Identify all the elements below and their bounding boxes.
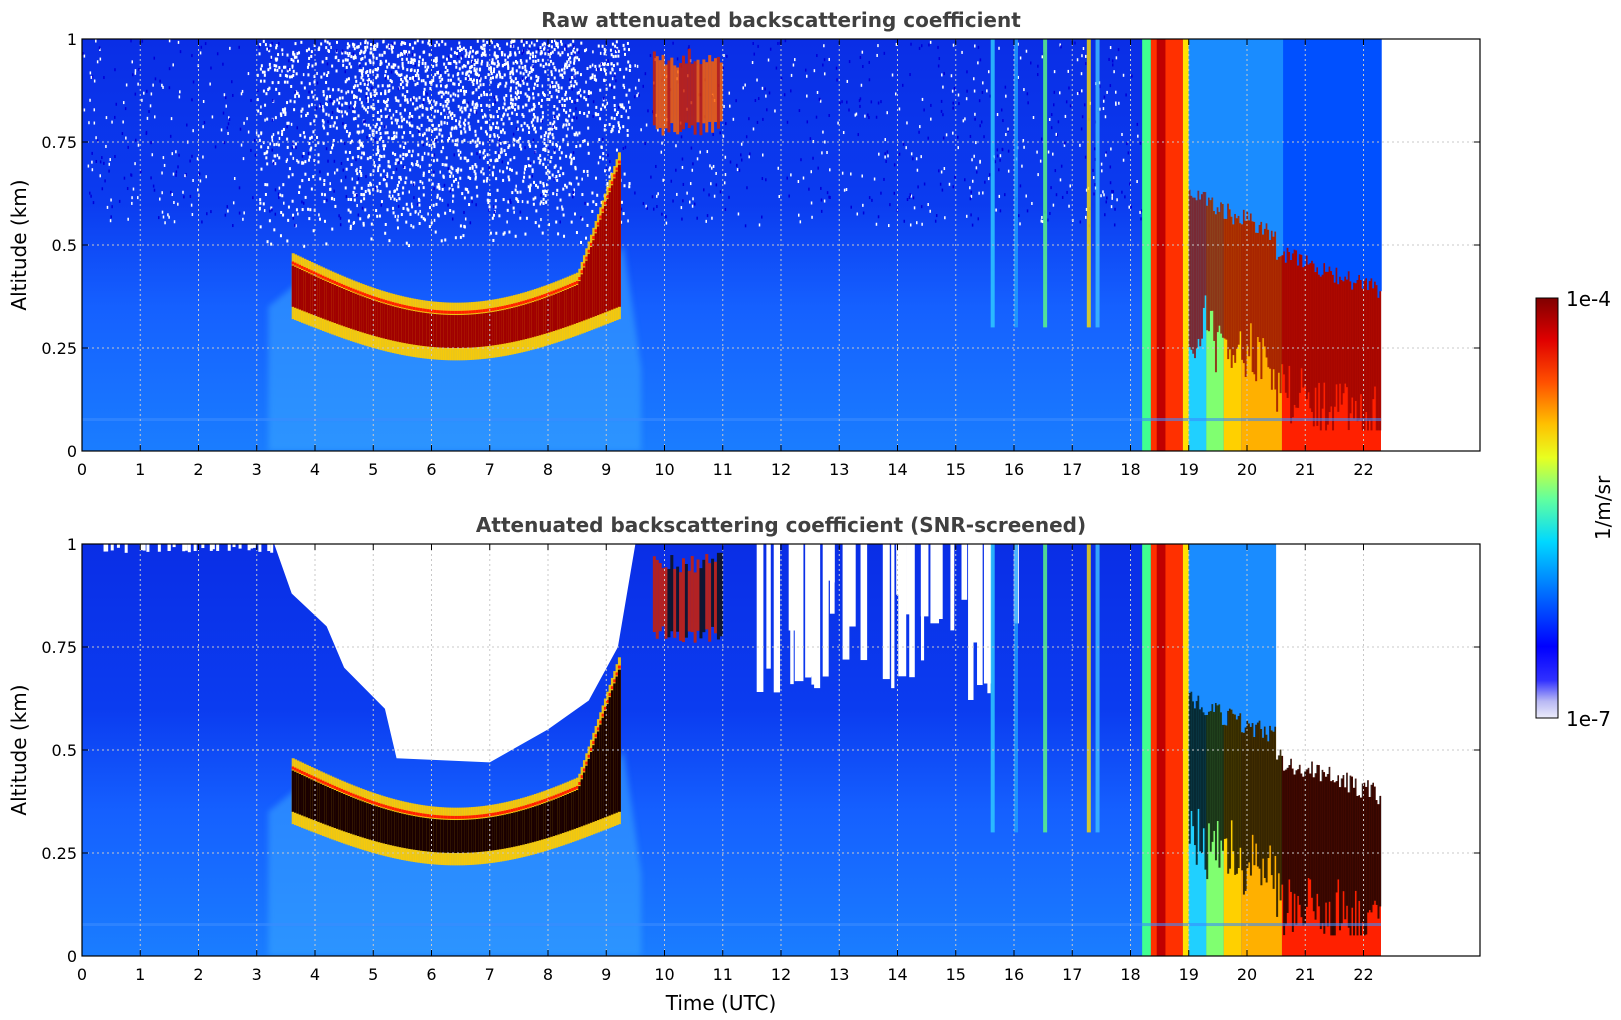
x-tick-label: 17 (1062, 965, 1082, 984)
x-tick-label: 7 (485, 460, 495, 479)
colorbar-gradient (1535, 297, 1559, 719)
x-tick-label: 4 (310, 460, 320, 479)
x-tick-label: 13 (829, 965, 849, 984)
x-tick-label: 10 (654, 460, 674, 479)
y-tick-label: 0 (67, 947, 77, 966)
x-tick-label: 6 (426, 460, 436, 479)
x-tick-label: 20 (1237, 460, 1257, 479)
x-tick-label: 16 (1004, 460, 1024, 479)
precip-column (1156, 544, 1166, 956)
x-tick-label: 5 (368, 965, 378, 984)
colorbar: 1e-4 1e-7 1/m/sr (1535, 287, 1615, 731)
x-tick-label: 17 (1062, 460, 1082, 479)
x-tick-label: 1 (135, 460, 145, 479)
x-tick-label: 12 (771, 965, 791, 984)
x-tick-label: 2 (193, 460, 203, 479)
x-tick-label: 18 (1120, 965, 1140, 984)
y-tick-label: 0.5 (52, 236, 77, 255)
x-tick-label: 21 (1295, 460, 1315, 479)
x-tick-label: 20 (1237, 965, 1257, 984)
precip-column (1182, 544, 1189, 956)
x-tick-label: 14 (887, 460, 907, 479)
x-tick-label: 5 (368, 460, 378, 479)
y-tick-label: 0.75 (41, 638, 77, 657)
precip-column (1142, 544, 1151, 956)
x-tick-label: 19 (1179, 460, 1199, 479)
y-tick-label: 0.75 (41, 133, 77, 152)
x-tick-label: 12 (771, 460, 791, 479)
chart-title: Attenuated backscattering coefficient (S… (476, 513, 1086, 537)
x-tick-label: 19 (1179, 965, 1199, 984)
y-axis-label: Altitude (km) (7, 684, 31, 815)
x-tick-label: 11 (713, 965, 733, 984)
x-tick-label: 8 (543, 460, 553, 479)
x-tick-label: 7 (485, 965, 495, 984)
raw-backscatter-panel: 0 1 2 3 4 5 6 7 8 9 10 11 12 13 14 15 16 17 18 19 20 21 2200.2… (7, 8, 1481, 479)
screened-region (274, 544, 636, 763)
x-tick-label: 4 (310, 965, 320, 984)
x-tick-label: 16 (1004, 965, 1024, 984)
colorbar-unit-label: 1/m/sr (1591, 475, 1615, 540)
x-tick-label: 3 (252, 965, 262, 984)
screened-backscatter-panel: 0 1 2 3 4 5 6 7 8 9 10 11 12 13 14 15 16 17 18 19 20 21 2200.2… (7, 513, 1481, 1015)
x-tick-label: 13 (829, 460, 849, 479)
precip-column (1142, 39, 1151, 451)
x-tick-label: 22 (1353, 965, 1373, 984)
x-tick-label: 0 (77, 965, 87, 984)
x-axis-label: Time (UTC) (665, 991, 777, 1015)
y-tick-label: 1 (67, 30, 77, 49)
x-tick-label: 0 (77, 460, 87, 479)
y-tick-label: 0.5 (52, 741, 77, 760)
x-tick-label: 9 (601, 965, 611, 984)
colorbar-max-label: 1e-4 (1566, 287, 1611, 311)
x-tick-label: 14 (887, 965, 907, 984)
y-tick-label: 0.25 (41, 844, 77, 863)
x-tick-label: 3 (252, 460, 262, 479)
y-tick-label: 0 (67, 442, 77, 461)
x-tick-label: 11 (713, 460, 733, 479)
y-tick-label: 1 (67, 535, 77, 554)
x-tick-label: 8 (543, 965, 553, 984)
y-tick-label: 0.25 (41, 339, 77, 358)
x-tick-label: 21 (1295, 965, 1315, 984)
x-tick-label: 10 (654, 965, 674, 984)
precip-column (1156, 39, 1166, 451)
precip-column (1182, 39, 1189, 451)
y-axis-label: Altitude (km) (7, 179, 31, 310)
chart-title: Raw attenuated backscattering coefficien… (541, 8, 1021, 32)
x-tick-label: 9 (601, 460, 611, 479)
x-tick-label: 2 (193, 965, 203, 984)
x-tick-label: 6 (426, 965, 436, 984)
x-tick-label: 22 (1353, 460, 1373, 479)
x-tick-label: 15 (946, 460, 966, 479)
x-tick-label: 1 (135, 965, 145, 984)
colorbar-min-label: 1e-7 (1566, 707, 1611, 731)
heatmap-area (82, 39, 1480, 451)
x-tick-label: 15 (946, 965, 966, 984)
x-tick-label: 18 (1120, 460, 1140, 479)
